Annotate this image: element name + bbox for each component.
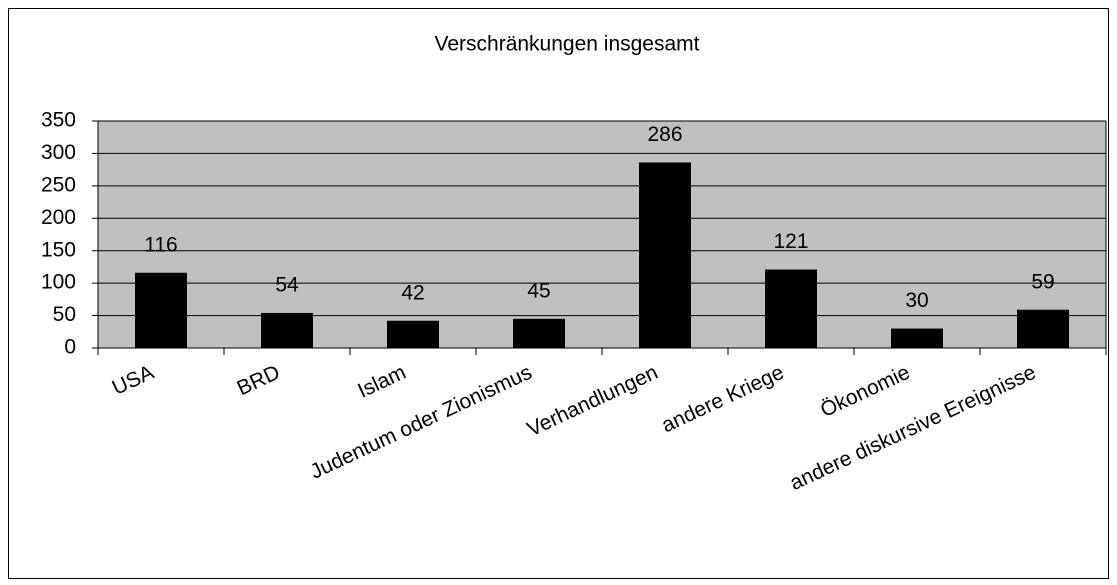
chart-title: Verschränkungen insgesamt: [435, 33, 700, 56]
data-label: 59: [1031, 270, 1054, 293]
data-label: 121: [773, 230, 808, 253]
y-tick-label: 200: [41, 206, 76, 229]
y-tick-label: 250: [41, 173, 76, 196]
bar: [639, 162, 691, 348]
bar: [513, 318, 565, 348]
y-tick-label: 300: [41, 141, 76, 164]
data-label: 116: [144, 233, 177, 256]
data-label: 30: [905, 289, 928, 312]
y-tick-label: 50: [53, 303, 76, 326]
y-tick-label: 150: [41, 238, 76, 261]
bar: [261, 312, 313, 348]
data-label: 42: [401, 281, 424, 304]
y-tick-label: 350: [41, 109, 76, 132]
plot-area: [98, 121, 1106, 348]
data-label: 286: [647, 123, 682, 146]
bar: [891, 328, 943, 348]
y-tick-label: 100: [41, 271, 76, 294]
bar: [387, 320, 439, 348]
bar: [135, 272, 187, 348]
bar: [765, 269, 817, 348]
data-label: 45: [527, 279, 550, 302]
data-label: 54: [275, 274, 299, 297]
bar: [1017, 309, 1069, 348]
y-tick-label: 0: [64, 336, 76, 359]
